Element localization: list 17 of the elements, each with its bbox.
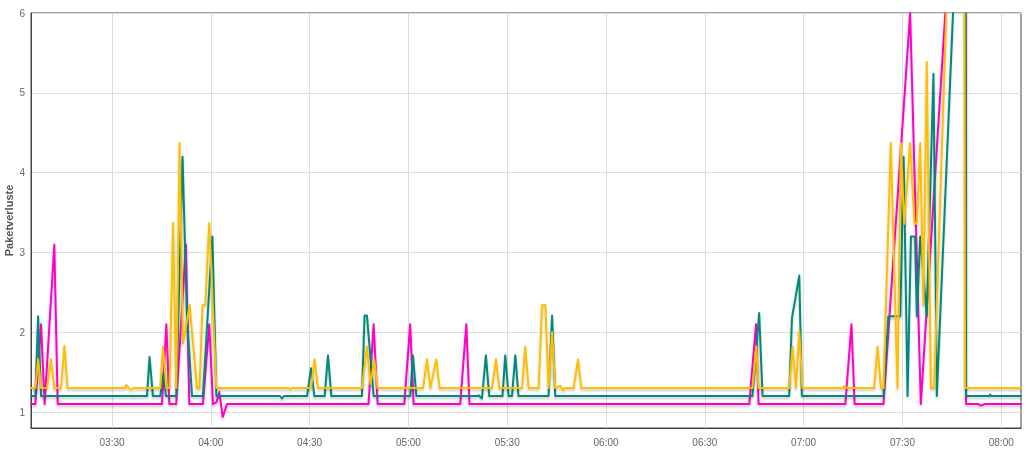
y-tick-label: 2	[19, 326, 26, 338]
x-tick-label: 05:30	[494, 436, 521, 448]
x-tick-label: 07:00	[791, 436, 817, 448]
x-tick-label: 07:30	[889, 436, 916, 448]
x-tick-label: 04:30	[297, 436, 323, 448]
y-tick-label: 5	[19, 87, 26, 99]
y-tick-label: 1	[19, 406, 26, 418]
x-tick-label: 04:00	[198, 436, 224, 448]
x-tick-label: 06:00	[593, 436, 619, 448]
x-tick-label: 03:30	[99, 436, 125, 448]
x-tick-label: 06:30	[692, 436, 718, 448]
y-axis-title: Paketverluste	[2, 184, 15, 257]
y-tick-label: 4	[19, 167, 26, 179]
x-tick-label: 05:00	[395, 436, 422, 448]
x-tick-label: 08:00	[988, 436, 1015, 448]
y-tick-label: 6	[19, 7, 26, 19]
y-tick-label: 3	[19, 246, 26, 258]
